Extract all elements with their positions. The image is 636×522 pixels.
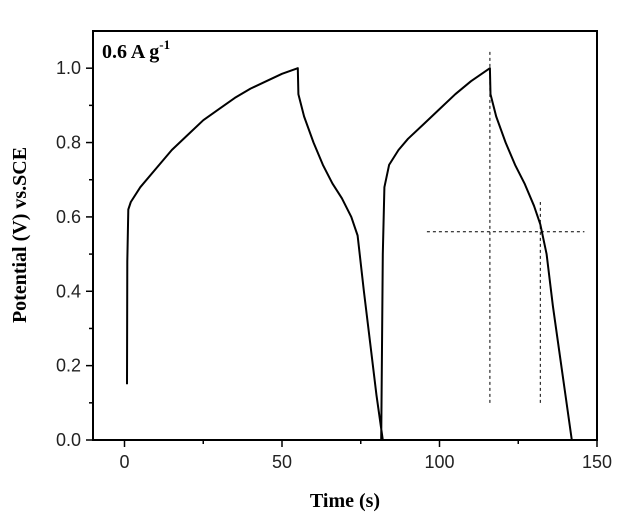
x-tick-label: 100 [424,452,454,472]
y-tick-label: 0.0 [56,430,81,450]
y-tick-label: 0.8 [56,133,81,153]
x-tick-label: 50 [272,452,292,472]
y-tick-label: 0.2 [56,356,81,376]
x-tick-label: 150 [582,452,612,472]
y-tick-label: 0.6 [56,207,81,227]
y-tick-label: 1.0 [56,58,81,78]
x-axis-label: Time (s) [310,490,380,512]
y-axis-label: Potential (V) vs.SCE [9,147,31,323]
current-density-annotation: 0.6 A g-1 [102,37,170,63]
y-tick-label: 0.4 [56,281,81,301]
x-tick-label: 0 [119,452,129,472]
series-line-0 [126,67,573,441]
plot-frame [92,30,598,441]
